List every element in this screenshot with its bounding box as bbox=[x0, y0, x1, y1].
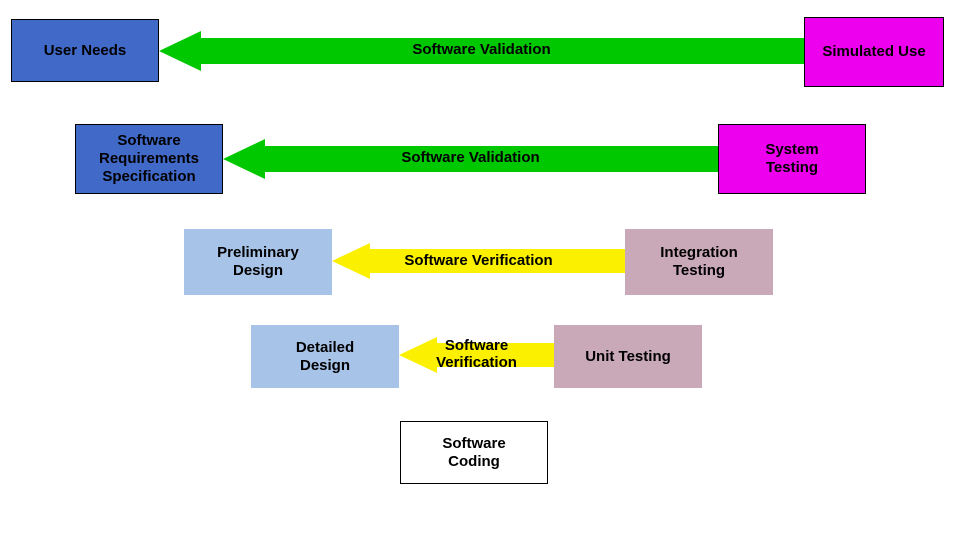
node-integration: IntegrationTesting bbox=[625, 229, 773, 295]
node-label: Unit Testing bbox=[585, 348, 671, 366]
node-unit-testing: Unit Testing bbox=[554, 325, 702, 388]
arrow-shape bbox=[332, 243, 625, 279]
node-label: SystemTesting bbox=[765, 141, 818, 177]
node-user-needs: User Needs bbox=[11, 19, 159, 82]
node-label: SoftwareRequirementsSpecification bbox=[99, 132, 199, 186]
arrow-verification-1: Software Verification bbox=[332, 243, 625, 279]
node-label: DetailedDesign bbox=[296, 339, 354, 375]
node-label: SoftwareCoding bbox=[442, 435, 505, 471]
arrow-shape bbox=[159, 31, 804, 71]
arrow-validation-1: Software Validation bbox=[159, 31, 804, 71]
node-srs: SoftwareRequirementsSpecification bbox=[75, 124, 223, 194]
node-label: User Needs bbox=[44, 42, 127, 60]
node-label: IntegrationTesting bbox=[660, 244, 738, 280]
node-software-coding: SoftwareCoding bbox=[400, 421, 548, 484]
node-detailed-design: DetailedDesign bbox=[251, 325, 399, 388]
arrow-shape bbox=[223, 139, 718, 179]
node-label: PreliminaryDesign bbox=[217, 244, 299, 280]
arrow-shape bbox=[399, 337, 554, 373]
node-simulated-use: Simulated Use bbox=[804, 17, 944, 87]
arrow-verification-2: SoftwareVerification bbox=[399, 337, 554, 373]
arrow-validation-2: Software Validation bbox=[223, 139, 718, 179]
node-prelim-design: PreliminaryDesign bbox=[184, 229, 332, 295]
node-system-testing: SystemTesting bbox=[718, 124, 866, 194]
node-label: Simulated Use bbox=[822, 43, 925, 61]
